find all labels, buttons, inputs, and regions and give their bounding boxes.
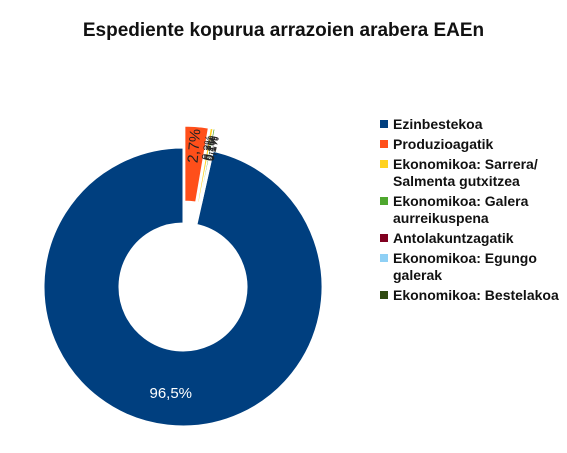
legend-label: Produzioagatik	[393, 136, 494, 152]
slice-ezinbestekoa	[43, 147, 323, 427]
legend-item-ekonomikoa-galera-aurreikuspena: Ekonomikoa: Galera aurreikuspena	[380, 193, 560, 227]
legend-item-antolakuntzagatik: Antolakuntzagatik	[380, 230, 560, 247]
legend-swatch	[380, 234, 388, 242]
data-label-ezinbestekoa: 96,5%	[149, 385, 192, 402]
legend-item-produzioagatik: Produzioagatik	[380, 136, 560, 153]
legend-swatch	[380, 140, 388, 148]
legend-item-ezinbestekoa: Ezinbestekoa	[380, 116, 560, 133]
legend-label: Antolakuntzagatik	[393, 230, 514, 246]
legend-label: Ezinbestekoa	[393, 116, 483, 132]
data-label-produzioagatik: 2,7%	[185, 128, 205, 164]
legend-swatch	[380, 197, 388, 205]
legend-swatch	[380, 120, 388, 128]
chart-title: Espediente kopurua arrazoien arabera EAE…	[82, 20, 485, 41]
data-label-antolakuntzagatik: 0,1%	[203, 135, 220, 162]
legend-swatch	[380, 254, 388, 262]
legend-swatch	[380, 291, 388, 299]
data-label-ekonomikoa-bestelakoa: 0,1%	[205, 135, 222, 162]
legend-item-ekonomikoa-bestelakoa: Ekonomikoa: Bestelakoa	[380, 287, 560, 304]
data-label-ekonomikoa-sarrera-salmenta-gutxitzea: 0,3%	[200, 134, 216, 161]
legend-label: Ekonomikoa: Egungo galerak	[393, 250, 537, 283]
slice-ekonomikoa-bestelakoa	[200, 129, 219, 204]
legend-label: Ekonomikoa: Bestelakoa	[393, 287, 559, 303]
legend-item-ekonomikoa-sarrera-salmenta-gutxitzea: Ekonomikoa: Sarrera/ Salmenta gutxitzea	[380, 156, 560, 190]
slice-produzioagatik	[184, 125, 209, 203]
legend: Ezinbestekoa Produzioagatik Ekonomikoa: Sa…	[380, 116, 560, 307]
data-label-ekonomikoa-egungo-galerak: 0,1%	[204, 135, 221, 162]
legend-item-ekonomikoa-egungo-galerak: Ekonomikoa: Egungo galerak	[380, 250, 560, 284]
data-label-ekonomikoa-galera-aurreikuspena: 0,2%	[202, 134, 219, 161]
legend-label: Ekonomikoa: Galera aurreikuspena	[393, 193, 529, 226]
legend-label: Ekonomikoa: Sarrera/ Salmenta gutxitzea	[393, 156, 538, 189]
legend-swatch	[380, 160, 388, 168]
